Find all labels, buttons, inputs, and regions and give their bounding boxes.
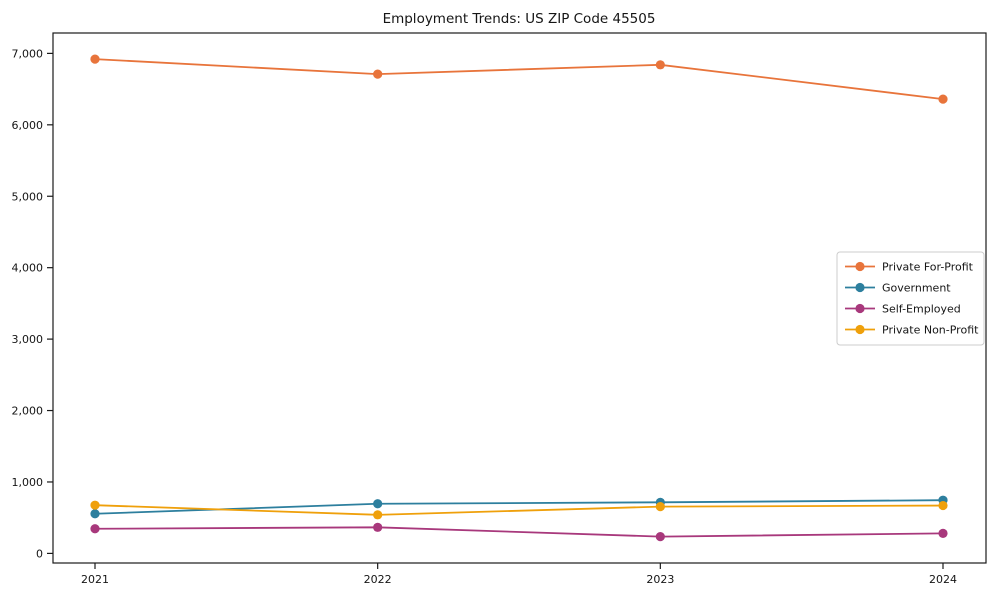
y-tick-label: 5,000 (12, 190, 44, 203)
series-line-government (94, 499, 944, 515)
legend-label: Self-Employed (882, 303, 961, 316)
y-tick-label: 1,000 (12, 476, 44, 489)
data-point-government-2021 (90, 509, 100, 519)
x-tick-label: 2023 (646, 573, 674, 586)
series-line-private-for-profit (94, 58, 944, 100)
legend-item-self-employed: Self-Employed (845, 303, 961, 316)
y-tick-label: 3,000 (12, 333, 44, 346)
data-point-self-employed-2022 (373, 522, 383, 532)
data-point-private-non-profit-2024 (938, 500, 948, 511)
legend-label: Government (882, 282, 951, 295)
legend-marker-icon (855, 324, 865, 335)
data-point-private-non-profit-2022 (373, 510, 383, 520)
x-axis: 2021 2022 2023 2024 (81, 563, 957, 586)
y-tick-label: 0 (36, 547, 43, 560)
legend-marker-icon (855, 303, 865, 314)
series-line-private-non-profit (94, 504, 944, 516)
y-tick-label: 6,000 (12, 119, 44, 132)
y-tick-label: 7,000 (12, 47, 44, 60)
data-point-self-employed-2023 (655, 532, 665, 542)
legend-label: Private Non-Profit (882, 324, 979, 337)
legend-box (836, 251, 985, 346)
legend-item-private-non-profit: Private Non-Profit (845, 324, 979, 337)
y-tick-label: 2,000 (12, 405, 44, 418)
data-point-self-employed-2024 (938, 528, 948, 538)
data-point-private-non-profit-2023 (655, 502, 665, 512)
data-point-private-for-profit-2021 (90, 54, 100, 64)
legend: Private For-Profit Government Self-Employe… (836, 251, 985, 346)
plot-area-border (52, 32, 987, 564)
data-point-private-for-profit-2024 (938, 94, 948, 104)
x-tick-label: 2024 (929, 573, 957, 586)
series-group (90, 54, 948, 542)
data-point-private-for-profit-2022 (373, 69, 383, 79)
y-axis: 0 1,000 2,000 3,000 4,000 5,000 6,000 7,000 (12, 47, 53, 560)
legend-marker-icon (855, 282, 865, 293)
legend-label: Private For-Profit (882, 261, 974, 274)
x-tick-label: 2021 (81, 573, 109, 586)
series-line-self-employed (94, 526, 944, 538)
y-tick-label: 4,000 (12, 262, 44, 275)
data-point-self-employed-2021 (90, 524, 100, 534)
x-tick-label: 2022 (364, 573, 392, 586)
legend-item-private-for-profit: Private For-Profit (845, 261, 974, 274)
legend-marker-icon (855, 261, 865, 272)
legend-item-government: Government (845, 282, 951, 295)
chart-title: Employment Trends: US ZIP Code 45505 (383, 11, 656, 27)
data-point-private-for-profit-2023 (655, 60, 665, 70)
data-point-government-2022 (373, 499, 383, 509)
data-point-private-non-profit-2021 (90, 500, 100, 510)
